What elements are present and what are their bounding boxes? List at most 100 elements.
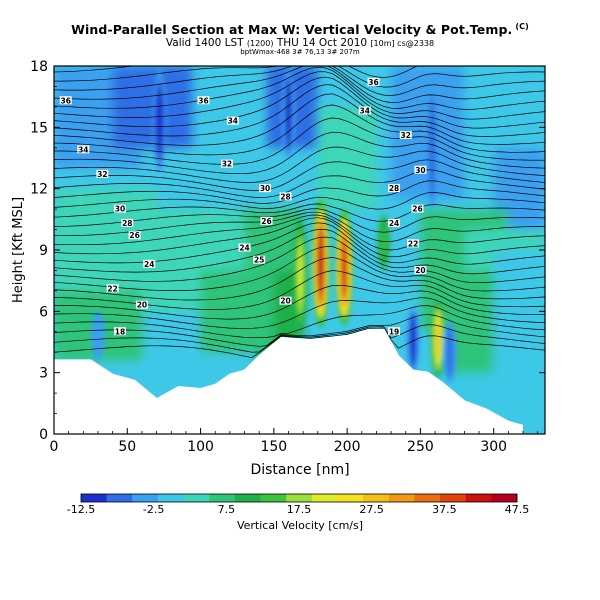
contour-label-box bbox=[113, 204, 126, 213]
theta-contour bbox=[54, 66, 545, 103]
colorbar-segment bbox=[234, 494, 261, 502]
contour-label: 24 bbox=[143, 259, 156, 269]
contour-label-box bbox=[77, 145, 90, 154]
colorbar-segment bbox=[286, 494, 313, 502]
contour-label-text: 24 bbox=[144, 260, 154, 269]
contour-label-box bbox=[279, 192, 292, 201]
contour-label: 32 bbox=[96, 169, 109, 179]
contour-label-box bbox=[411, 204, 424, 213]
x-tick-label: 200 bbox=[334, 439, 361, 455]
contour-label: 22 bbox=[106, 284, 119, 293]
contour-label: 20 bbox=[414, 265, 427, 275]
colorbar-tick-label: 37.5 bbox=[432, 503, 457, 516]
contour-label-box bbox=[253, 255, 266, 264]
theta-contour bbox=[54, 131, 545, 175]
colorbar-segment bbox=[337, 494, 364, 502]
field-region bbox=[317, 106, 377, 210]
contour-label-box bbox=[143, 259, 156, 268]
theta-contour bbox=[54, 159, 545, 191]
potential-temperature-contours bbox=[54, 66, 545, 359]
colorbar-segment bbox=[132, 494, 159, 502]
field-region bbox=[200, 270, 274, 353]
theta-contour bbox=[54, 214, 545, 251]
contour-label-box bbox=[238, 243, 251, 252]
contour-label: 28 bbox=[279, 192, 292, 201]
field-features bbox=[90, 70, 457, 383]
theta-contour bbox=[54, 324, 545, 353]
contour-label: 30 bbox=[259, 184, 272, 193]
contour-label-text: 36 bbox=[198, 96, 208, 105]
theta-contour bbox=[54, 93, 545, 146]
contour-label: 28 bbox=[121, 218, 134, 228]
colorbar-tick-label: -12.5 bbox=[67, 503, 95, 516]
contour-label-text: 34 bbox=[228, 117, 238, 126]
colorbar-segment bbox=[183, 494, 210, 502]
terrain-mask bbox=[54, 329, 524, 434]
velocity-feature bbox=[428, 96, 436, 200]
contour-label-box bbox=[367, 77, 380, 86]
theta-contour bbox=[54, 270, 545, 310]
theta-contour bbox=[54, 203, 545, 222]
colorbar: -12.5 -2.5 7.5 17.5 27.5 37.5 47.5 bbox=[67, 493, 529, 516]
theta-contour bbox=[54, 76, 545, 129]
velocity-feature bbox=[285, 77, 293, 151]
contour-label-text: 30 bbox=[260, 184, 270, 193]
contour-label-box bbox=[399, 131, 412, 140]
contour-label-text: 26 bbox=[261, 217, 271, 226]
contour-label-box bbox=[358, 106, 371, 115]
contour-labels: 18 19 20 20 20 22 22 24 24 24 25 26 26 26 28 28 28 30 30 30… bbox=[59, 77, 427, 336]
colorbar-segment bbox=[157, 494, 184, 502]
theta-contour bbox=[54, 169, 545, 198]
theta-contour bbox=[54, 314, 545, 347]
theta-contour bbox=[54, 297, 545, 329]
contour-label: 34 bbox=[358, 106, 371, 115]
contour-label-text: 30 bbox=[415, 166, 425, 175]
terrain bbox=[54, 328, 524, 434]
x-tick-label: 250 bbox=[407, 439, 434, 455]
contour-label-box bbox=[260, 216, 273, 225]
theta-contour bbox=[54, 257, 545, 301]
colorbar-segment bbox=[260, 494, 287, 502]
contour-label-text: 22 bbox=[408, 239, 418, 248]
contour-label-box bbox=[388, 327, 401, 336]
contour-label-text: 24 bbox=[239, 243, 249, 252]
section-info: bptWmax-468 3# 76,13 3# 207m bbox=[240, 48, 360, 56]
y-tick-label: 9 bbox=[39, 243, 48, 259]
colorbar-label: Vertical Velocity [cm/s] bbox=[237, 519, 363, 532]
theta-contour bbox=[54, 208, 545, 233]
y-tick-label: 15 bbox=[30, 120, 48, 136]
contour-label-text: 32 bbox=[222, 160, 232, 169]
contour-label-text: 20 bbox=[280, 297, 290, 306]
contour-label: 32 bbox=[399, 131, 412, 140]
colorbar-segment bbox=[465, 494, 492, 502]
theta-contour bbox=[54, 104, 545, 156]
colorbar-segment bbox=[388, 494, 415, 502]
theta-contour bbox=[54, 180, 545, 204]
x-axis: 0 50 100 150 200 250 300 bbox=[50, 428, 539, 455]
contour-label: 36 bbox=[197, 96, 210, 105]
contour-label: 26 bbox=[260, 216, 273, 226]
y-tick-label: 3 bbox=[39, 366, 48, 382]
colorbar-segment bbox=[440, 494, 467, 502]
theta-contour bbox=[54, 217, 545, 258]
velocity-feature bbox=[409, 312, 417, 368]
contour-label: 28 bbox=[388, 184, 401, 193]
contour-label-text: 18 bbox=[115, 327, 125, 336]
contour-label: 32 bbox=[220, 159, 233, 169]
contour-label: 20 bbox=[135, 300, 148, 310]
contour-label-text: 32 bbox=[401, 131, 411, 140]
y-tick-label: 6 bbox=[39, 304, 48, 320]
theta-contour bbox=[54, 84, 545, 137]
contour-label-text: 36 bbox=[61, 96, 71, 105]
contour-label: 34 bbox=[226, 116, 239, 126]
theta-contour bbox=[54, 305, 545, 339]
colorbar-segment bbox=[209, 494, 236, 502]
contour-label-box bbox=[106, 284, 119, 293]
terrain-edge bbox=[54, 328, 524, 427]
contour-label: 22 bbox=[407, 239, 420, 248]
colorbar-tick-label: 17.5 bbox=[287, 503, 312, 516]
contour-label: 26 bbox=[411, 204, 424, 214]
contour-label-box bbox=[220, 159, 233, 168]
